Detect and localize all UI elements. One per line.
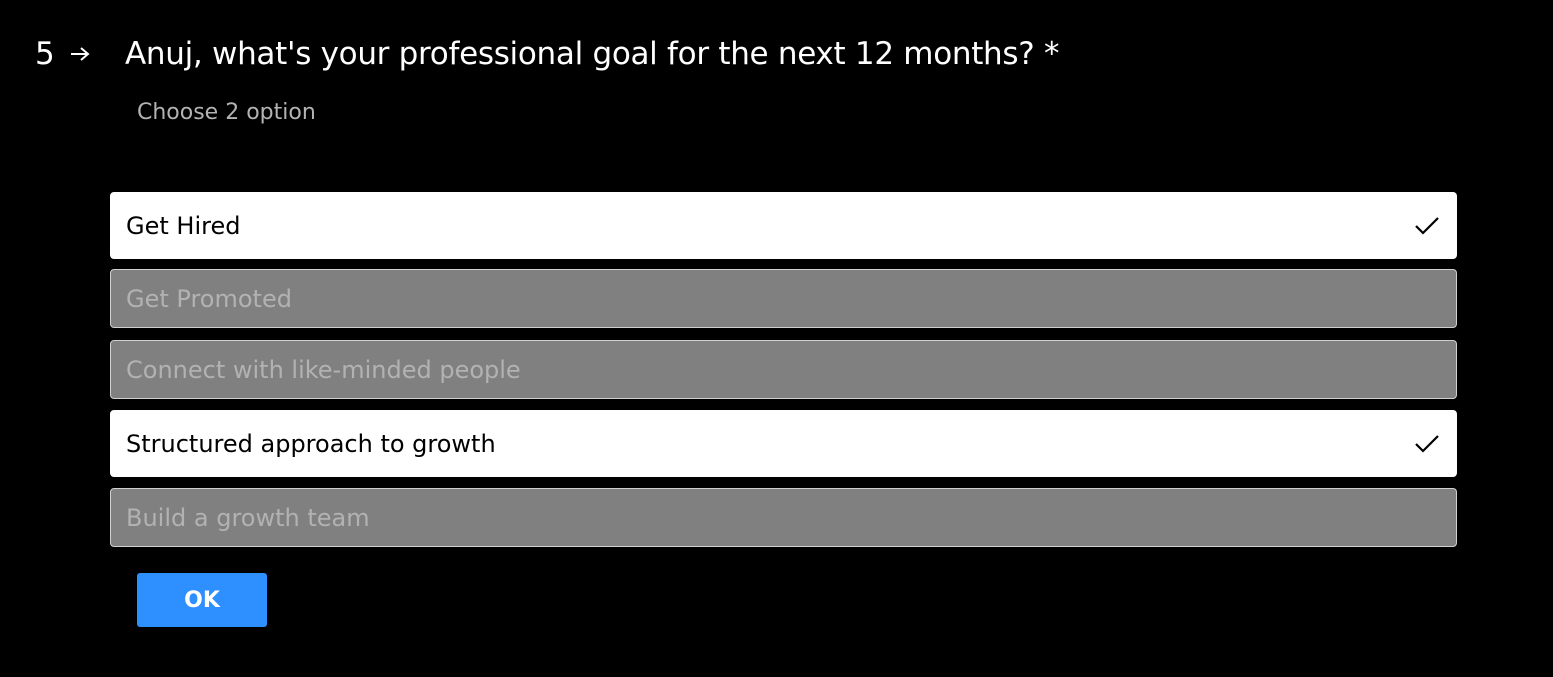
- option-label: Get Promoted: [126, 284, 292, 313]
- check-icon: [1413, 212, 1441, 240]
- question-number: 5: [35, 36, 55, 72]
- option-get-promoted[interactable]: Get Promoted: [110, 269, 1457, 328]
- ok-button[interactable]: OK: [137, 573, 267, 627]
- option-get-hired[interactable]: Get Hired: [110, 192, 1457, 259]
- option-label: Build a growth team: [126, 503, 370, 532]
- question-header: 5 Anuj, what's your professional goal fo…: [35, 32, 1059, 76]
- arrow-right-icon: [69, 45, 125, 63]
- option-connect-like-minded[interactable]: Connect with like-minded people: [110, 340, 1457, 399]
- question-title: Anuj, what's your professional goal for …: [125, 36, 1060, 72]
- option-label: Get Hired: [126, 211, 241, 240]
- option-label: Connect with like-minded people: [126, 355, 521, 384]
- option-structured-approach[interactable]: Structured approach to growth: [110, 410, 1457, 477]
- check-icon: [1413, 430, 1441, 458]
- question-subtitle: Choose 2 option: [137, 100, 316, 125]
- option-label: Structured approach to growth: [126, 429, 496, 458]
- option-build-growth-team[interactable]: Build a growth team: [110, 488, 1457, 547]
